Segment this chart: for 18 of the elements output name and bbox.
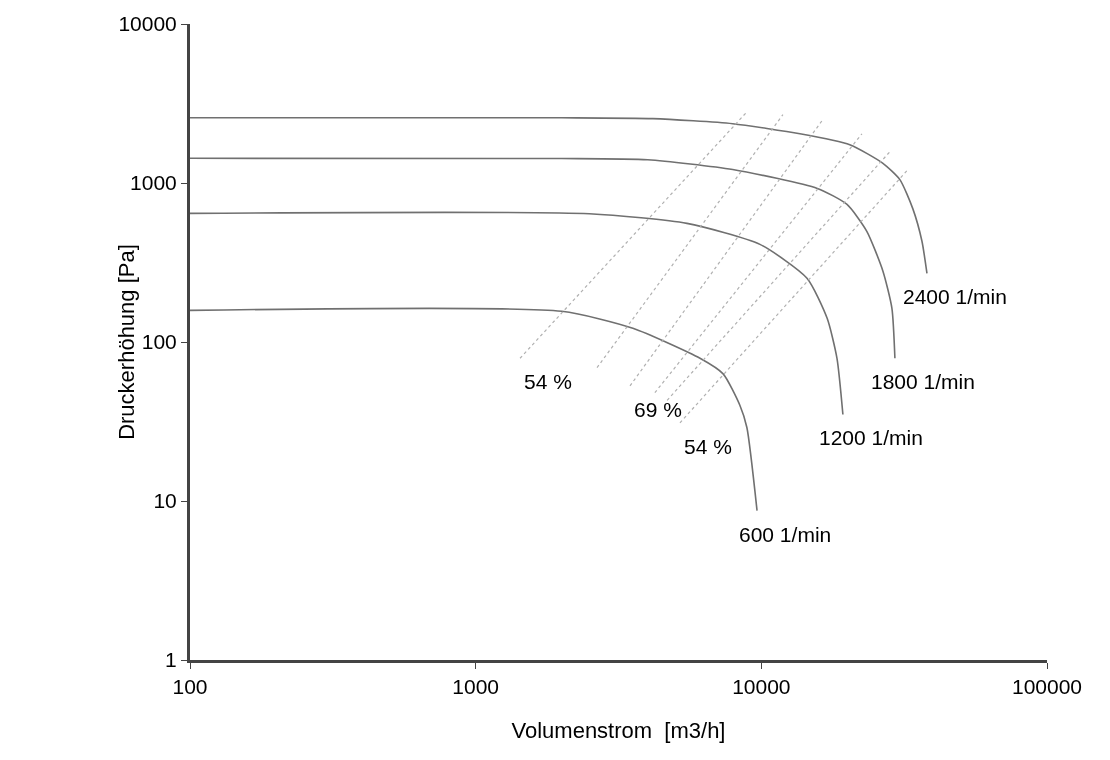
x-tick-label: 10000 (732, 675, 791, 699)
x-axis-title: Volumenstrom [m3/h] (511, 718, 726, 743)
annotation: 54 % (684, 435, 732, 458)
x-tick-label: 1000 (452, 675, 500, 699)
annotation: 1200 1/min (819, 426, 923, 449)
x-tick-label: 100000 (1011, 675, 1083, 699)
y-axis-title: Druckerhöhung [Pa] (114, 244, 139, 440)
annotation: 69 % (634, 398, 682, 421)
y-tick-label: 1000 (130, 171, 177, 195)
annotation: 2400 1/min (903, 285, 1007, 308)
y-tick-label: 10000 (118, 12, 177, 36)
annotation: 1800 1/min (871, 370, 975, 393)
x-tick-label: 100 (172, 675, 208, 699)
y-tick-label: 10 (153, 489, 177, 513)
annotation: 600 1/min (739, 523, 832, 546)
y-tick-label: 1 (165, 648, 177, 672)
y-tick-label: 100 (141, 330, 177, 354)
annotation: 54 % (524, 370, 572, 393)
